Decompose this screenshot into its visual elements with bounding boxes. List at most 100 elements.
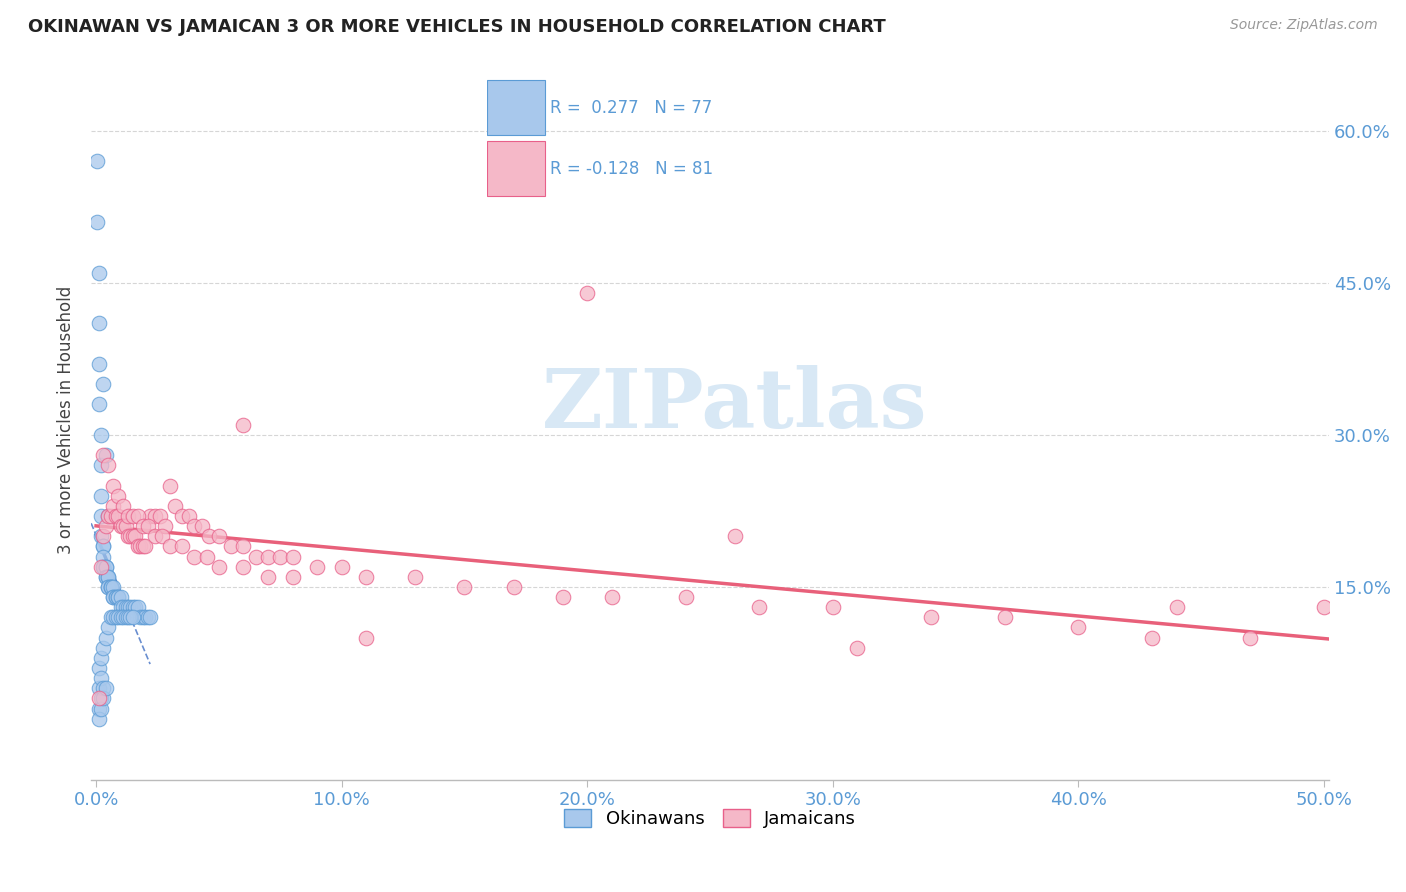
Point [103, 590, 125, 604]
Point [93, 540, 115, 554]
Point [100, 580, 122, 594]
Point [150, 529, 173, 543]
Point [170, 508, 193, 523]
Point [120, 600, 142, 615]
Point [97, 570, 120, 584]
Point [110, 610, 132, 624]
Point [107, 590, 129, 604]
Point [94, 570, 117, 584]
Point [100, 508, 122, 523]
Point [232, 559, 254, 574]
Point [117, 529, 139, 543]
Point [232, 417, 254, 432]
Point [114, 600, 136, 615]
Point [132, 610, 155, 624]
Point [93, 559, 115, 574]
Point [159, 540, 181, 554]
Point [132, 519, 155, 533]
Point [117, 600, 139, 615]
Point [87, 266, 110, 280]
Point [124, 529, 146, 543]
Point [100, 580, 122, 594]
Point [103, 610, 125, 624]
Point [281, 570, 304, 584]
Point [307, 559, 329, 574]
Point [170, 540, 193, 554]
Point [112, 499, 135, 513]
Point [94, 631, 117, 645]
Point [219, 540, 242, 554]
Point [104, 508, 127, 523]
Point [134, 610, 156, 624]
Point [846, 640, 869, 655]
Point [97, 580, 120, 594]
Point [127, 508, 149, 523]
Point [90, 427, 112, 442]
Point [1166, 600, 1188, 615]
Y-axis label: 3 or more Vehicles in Household: 3 or more Vehicles in Household [58, 285, 75, 554]
Point [112, 519, 135, 533]
Point [97, 508, 120, 523]
Point [1067, 620, 1090, 634]
Point [100, 610, 122, 624]
Point [1140, 631, 1163, 645]
Point [97, 508, 120, 523]
Point [110, 519, 132, 533]
Point [143, 529, 166, 543]
Point [93, 529, 115, 543]
Point [103, 478, 125, 492]
Point [179, 508, 201, 523]
Point [920, 610, 942, 624]
Point [93, 448, 115, 462]
Point [675, 590, 697, 604]
Point [245, 549, 267, 564]
Point [112, 610, 135, 624]
Point [1239, 631, 1261, 645]
Point [87, 316, 110, 330]
Point [87, 681, 110, 696]
Point [90, 458, 112, 473]
Point [87, 701, 110, 715]
Point [129, 610, 152, 624]
Point [87, 661, 110, 675]
Point [93, 640, 115, 655]
Point [576, 285, 599, 300]
Point [232, 540, 254, 554]
Point [97, 620, 120, 634]
Point [143, 508, 166, 523]
Point [94, 448, 117, 462]
Point [93, 540, 115, 554]
Point [87, 357, 110, 371]
Point [107, 590, 129, 604]
Point [134, 540, 156, 554]
Point [103, 580, 125, 594]
Point [90, 489, 112, 503]
Point [112, 600, 135, 615]
Point [821, 600, 844, 615]
Point [122, 508, 145, 523]
Point [94, 570, 117, 584]
Point [354, 631, 377, 645]
Point [122, 610, 145, 624]
Point [93, 377, 115, 392]
Point [117, 508, 139, 523]
Point [110, 600, 132, 615]
Text: Source: ZipAtlas.com: Source: ZipAtlas.com [1230, 18, 1378, 32]
Point [139, 610, 162, 624]
Point [330, 559, 353, 574]
Point [103, 590, 125, 604]
Point [208, 529, 231, 543]
Point [100, 580, 122, 594]
Point [159, 478, 181, 492]
Point [107, 508, 129, 523]
Point [190, 519, 212, 533]
Point [153, 519, 176, 533]
Point [120, 610, 142, 624]
Point [90, 559, 112, 574]
Point [354, 570, 377, 584]
Point [110, 590, 132, 604]
Point [198, 529, 221, 543]
Point [748, 600, 770, 615]
Point [551, 590, 574, 604]
Point [114, 519, 136, 533]
